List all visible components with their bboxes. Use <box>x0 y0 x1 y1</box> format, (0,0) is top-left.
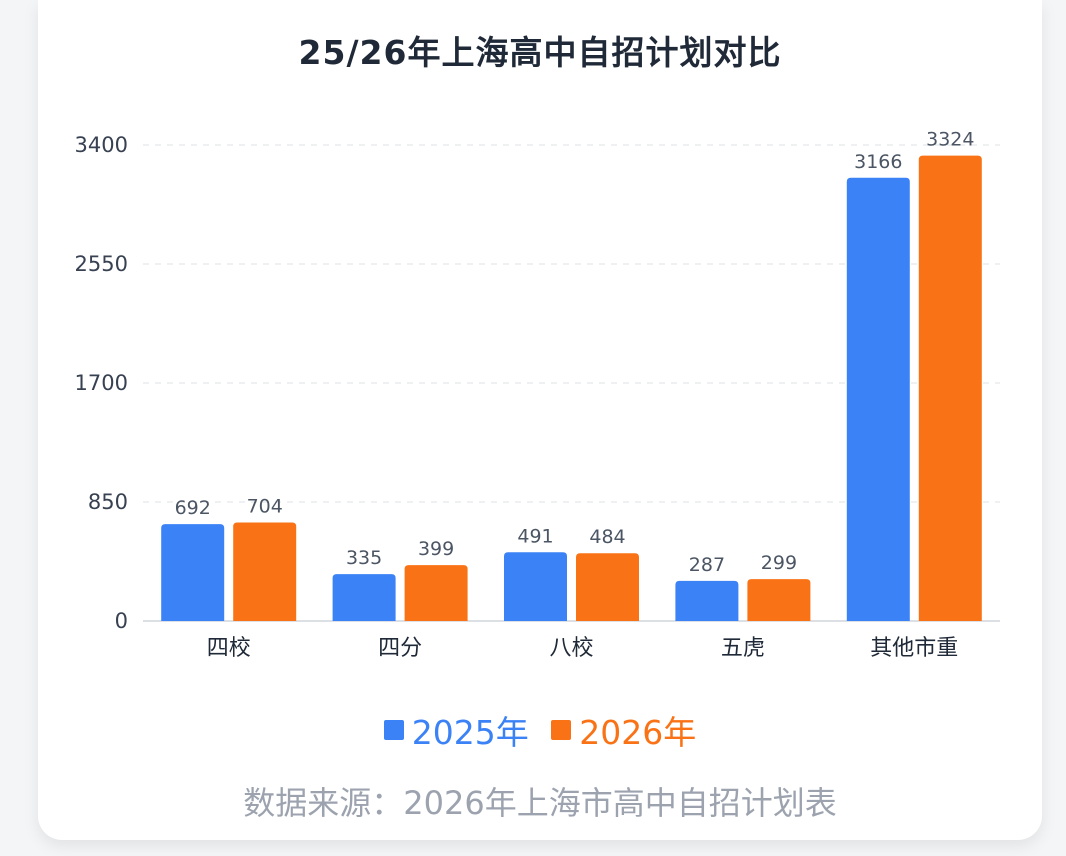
bar-2026年-八校[interactable] <box>576 553 639 621</box>
x-tick-label: 五虎 <box>721 636 765 661</box>
bar-2026年-四校[interactable] <box>233 522 297 621</box>
bar-2025年-五虎[interactable] <box>675 580 739 621</box>
data-label: 484 <box>589 526 625 548</box>
legend-item-2026[interactable]: 2026年 <box>551 706 696 754</box>
legend-item-2025[interactable]: 2025年 <box>383 706 529 754</box>
data-label: 335 <box>346 547 382 569</box>
data-label: 287 <box>689 554 725 576</box>
bar-2026年-其他市重[interactable] <box>918 155 982 621</box>
bar-2026年-五虎[interactable] <box>747 579 811 621</box>
bar-2026年-四分[interactable] <box>404 565 468 621</box>
bar-chart: 0 850 1700 2550 3400 692 704 四校 335 399 四分 491 484 八校… <box>75 129 1000 661</box>
data-label: 3166 <box>854 151 902 173</box>
y-tick-label: 850 <box>88 490 128 514</box>
data-source-note: 数据来源：2026年上海市高中自招计划表 <box>243 784 837 822</box>
chart-card: 25/26年上海高中自招计划对比 0 850 1700 2550 3400 692 704 四… <box>38 0 1042 840</box>
legend-label-2026: 2026年 <box>579 713 697 752</box>
data-label: 3324 <box>926 129 974 151</box>
y-tick-label: 1700 <box>75 371 128 395</box>
data-label: 704 <box>247 495 283 517</box>
legend-swatch-2025 <box>383 720 404 740</box>
data-label: 399 <box>418 538 454 560</box>
data-label: 692 <box>175 497 211 519</box>
bar-2025年-四分[interactable] <box>332 574 396 621</box>
x-tick-label: 四分 <box>378 636 422 661</box>
data-label: 299 <box>761 552 797 574</box>
x-tick-label: 八校 <box>549 636 593 661</box>
legend-label-2025: 2025年 <box>411 713 529 752</box>
y-tick-label: 0 <box>115 609 128 633</box>
data-label: 491 <box>517 525 553 547</box>
x-tick-label: 四校 <box>207 636 251 661</box>
legend-swatch-2026 <box>551 720 572 740</box>
bar-2025年-四校[interactable] <box>161 524 225 621</box>
chart-title: 25/26年上海高中自招计划对比 <box>298 33 782 72</box>
chart-legend: 2025年 2026年 <box>38 706 1042 754</box>
x-tick-label: 其他市重 <box>870 636 958 661</box>
bar-2025年-其他市重[interactable] <box>846 177 910 621</box>
bar-2025年-八校[interactable] <box>504 552 567 621</box>
y-tick-label: 3400 <box>75 133 128 157</box>
y-tick-label: 2550 <box>75 252 128 276</box>
